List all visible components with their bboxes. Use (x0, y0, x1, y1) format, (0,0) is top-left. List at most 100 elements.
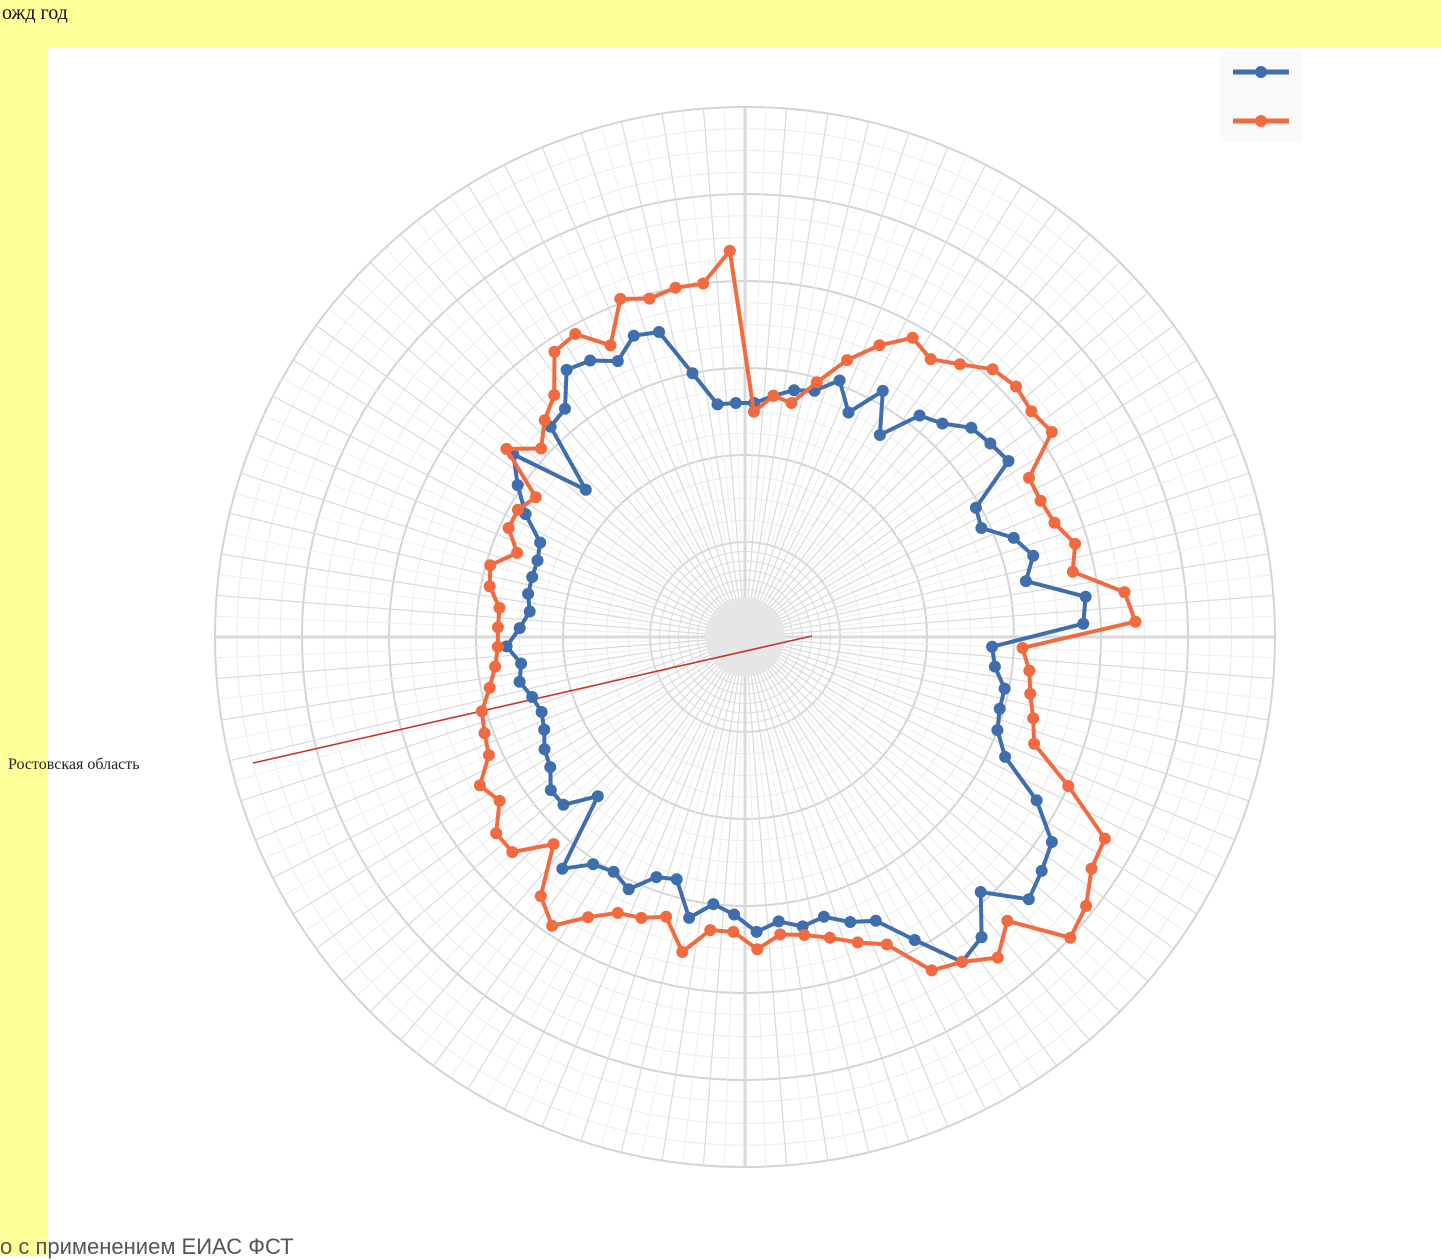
grid-spoke (229, 512, 746, 638)
grid-spoke-minor (384, 706, 681, 1027)
grid-spoke-minor (384, 247, 681, 568)
series-1-point (788, 384, 801, 397)
grid-spoke-minor (803, 711, 1074, 1054)
grid-spoke-minor (485, 719, 700, 1100)
grid-spoke-minor (836, 662, 1256, 782)
grid-spoke (744, 636, 1121, 1013)
series-1-point (986, 640, 999, 653)
series-2-point (1001, 914, 1014, 927)
grid-spoke (240, 636, 746, 802)
series-1-point (584, 354, 597, 367)
series-2-point (873, 339, 886, 352)
series-2-point (548, 389, 561, 401)
series-1-point (1019, 575, 1032, 588)
series-2-point (473, 779, 486, 792)
grid-spoke (580, 132, 746, 638)
grid-spoke (744, 636, 1023, 1090)
series-2-point (851, 936, 864, 949)
series-1-point (817, 910, 830, 923)
series-1-point (772, 915, 785, 928)
grid-spoke-minor (838, 533, 1265, 619)
series-2-point (669, 281, 682, 294)
series-1-point (1079, 590, 1092, 603)
grid-spoke-minor (561, 139, 713, 549)
series-2-point (546, 919, 559, 932)
series-1-point (670, 873, 683, 886)
region-label: Ростовская область (8, 756, 140, 773)
header-text: ожд год (2, 2, 68, 24)
grid-spoke (744, 636, 1218, 879)
grid-spoke-minor (814, 701, 1135, 998)
grid-spoke-minor (797, 196, 1040, 559)
series-1-point (513, 622, 526, 635)
series-2-point (611, 906, 624, 919)
series-2-point (502, 522, 515, 534)
series-2-point (774, 928, 787, 941)
series-1-point (974, 886, 987, 898)
grid-spoke-minor (819, 695, 1162, 966)
series-2-point (880, 938, 893, 951)
grid-spoke-minor (839, 640, 1275, 659)
grid-spoke-minor (641, 730, 727, 1157)
series-1-point (913, 409, 926, 422)
grid-spoke-minor (218, 574, 651, 627)
series-2-point (478, 727, 491, 740)
grid-spoke (744, 233, 1090, 638)
grid-spoke-minor (777, 139, 929, 549)
center-hub (705, 597, 785, 677)
radar-grid (214, 106, 1276, 1168)
grid-spoke-minor (839, 574, 1272, 627)
series-1-point (936, 417, 949, 430)
series-1-point (653, 326, 665, 338)
series-2-point (767, 389, 780, 402)
series-2-point (1025, 405, 1038, 418)
series-1-point (999, 750, 1012, 763)
series-2-point (991, 951, 1004, 964)
series-2-point (751, 943, 764, 956)
grid-spoke (744, 121, 870, 638)
grid-spoke (272, 395, 746, 638)
series-1-point (869, 914, 882, 927)
series-2-point (1085, 862, 1098, 875)
series-1-point (1022, 893, 1035, 906)
series-2-point (798, 929, 811, 941)
series-1-point (534, 536, 547, 549)
series-2-point (1034, 494, 1047, 507)
grid-spoke-minor (755, 110, 808, 543)
series-2-point (500, 442, 513, 455)
series-1-point (544, 784, 557, 797)
grid-spoke-minor (839, 615, 1275, 634)
series-2-point (660, 910, 673, 923)
series-2-point (697, 277, 710, 290)
grid-spoke-minor (263, 414, 659, 598)
series-1-point (544, 761, 557, 774)
series-1-point (683, 911, 696, 924)
series-2-point (1016, 641, 1029, 654)
series-2-point (511, 546, 524, 559)
series-2-point (723, 244, 736, 257)
legend-items (1233, 66, 1289, 127)
series-2-point (1118, 586, 1131, 599)
grid-spoke (744, 636, 870, 1153)
grid-spoke (400, 233, 746, 638)
grid-spoke-minor (833, 453, 1243, 605)
grid-spoke-minor (790, 174, 1005, 555)
grid-spoke (744, 636, 1269, 721)
grid-spoke (744, 147, 949, 638)
series-2-point (810, 376, 823, 389)
grid-spoke-minor (682, 731, 735, 1164)
grid-spoke (216, 636, 746, 680)
grid-spoke (341, 636, 746, 982)
grid-spoke (503, 636, 746, 1110)
series-2-point (925, 964, 938, 977)
grid-spoke (400, 636, 746, 1041)
grid-spoke-minor (234, 662, 654, 782)
grid-spoke-minor (522, 723, 706, 1119)
series-1-point (1002, 455, 1015, 467)
grid-spoke-minor (234, 492, 654, 612)
series-2-point (704, 924, 717, 937)
series-2-point (529, 491, 542, 504)
series-2-point (1048, 516, 1061, 529)
grid-spoke-minor (770, 126, 890, 546)
